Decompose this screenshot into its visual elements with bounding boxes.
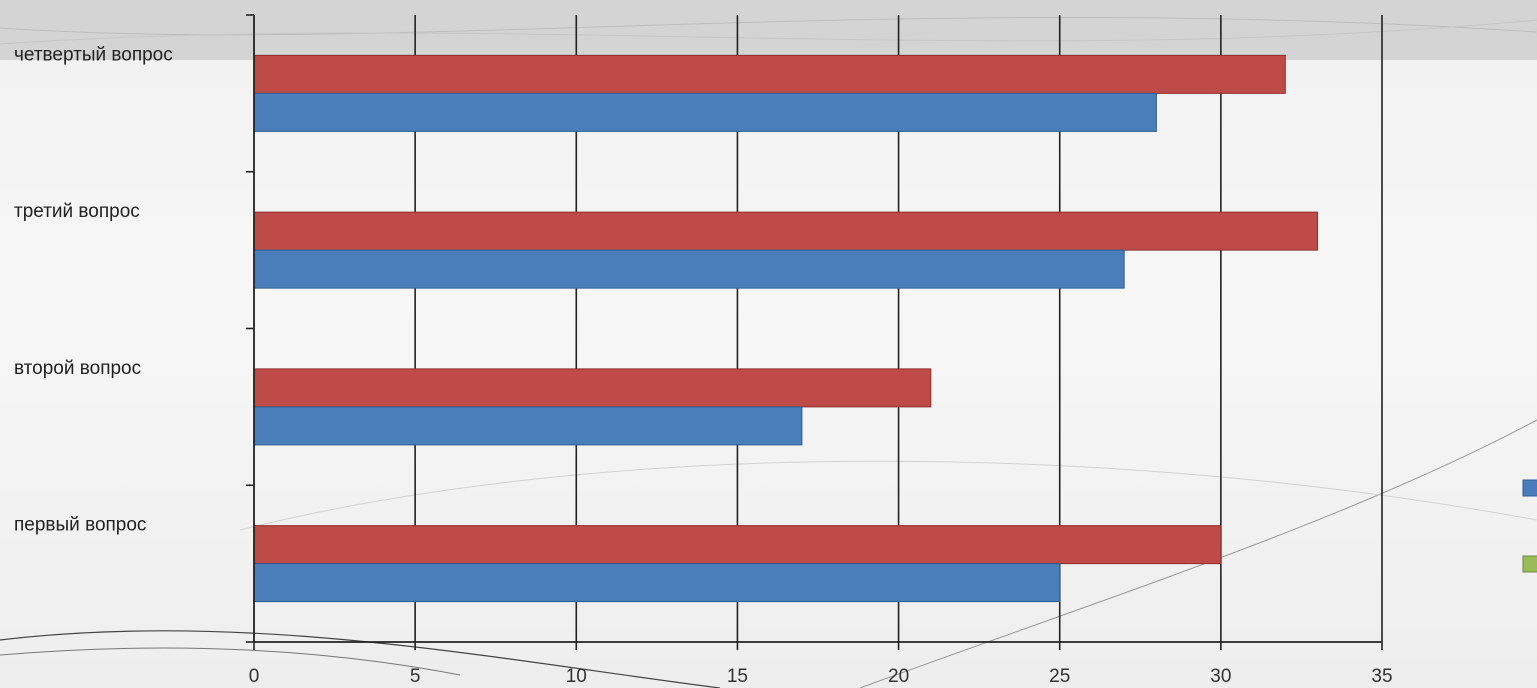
legend bbox=[1522, 479, 1537, 573]
bar-series-1 bbox=[253, 249, 1125, 289]
category-label: первый вопрос bbox=[14, 515, 146, 536]
bar-series-1 bbox=[253, 563, 1061, 603]
legend-swatch bbox=[1522, 555, 1537, 573]
category-label: второй вопрос bbox=[14, 358, 141, 379]
bar-series-2 bbox=[253, 368, 932, 408]
labels: 0 5 10 15 20 25 30 35 первый вопрос второй вопрос… bbox=[14, 44, 1393, 687]
x-tick-label: 30 bbox=[1210, 666, 1231, 687]
x-tick-label: 15 bbox=[727, 666, 748, 687]
bars bbox=[253, 54, 1319, 603]
category-label: четвертый вопрос bbox=[14, 44, 173, 65]
decor-curve bbox=[0, 16, 1537, 36]
axes bbox=[246, 14, 1383, 650]
x-tick-label: 10 bbox=[566, 666, 587, 687]
x-tick-label: 20 bbox=[888, 666, 909, 687]
x-tick-label: 0 bbox=[249, 666, 260, 687]
category-label: третий вопрос bbox=[14, 201, 140, 222]
decor-curve bbox=[239, 460, 1537, 531]
header-band bbox=[0, 0, 1537, 60]
bar-series-1 bbox=[253, 92, 1157, 132]
x-tick-label: 5 bbox=[410, 666, 421, 687]
legend-swatch bbox=[1522, 479, 1537, 497]
bar-series-2 bbox=[253, 54, 1286, 94]
x-tick-label: 35 bbox=[1371, 666, 1392, 687]
x-tick-label: 25 bbox=[1049, 666, 1070, 687]
bar-series-2 bbox=[253, 525, 1222, 565]
decor-curve bbox=[0, 19, 1537, 45]
bar-series-2 bbox=[253, 211, 1319, 251]
bar-series-1 bbox=[253, 406, 803, 446]
decor-curve bbox=[0, 647, 461, 676]
